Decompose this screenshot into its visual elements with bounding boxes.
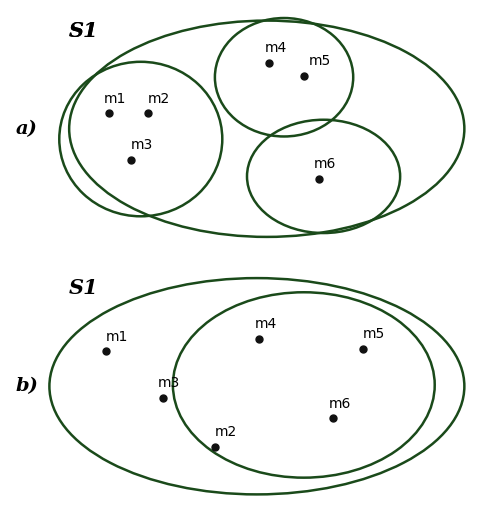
Text: m6: m6 (329, 397, 351, 411)
Text: m5: m5 (363, 327, 385, 341)
Text: m6: m6 (314, 157, 336, 171)
Text: m4: m4 (264, 41, 287, 55)
Text: m1: m1 (106, 330, 128, 344)
Text: a): a) (16, 120, 38, 138)
Text: m3: m3 (158, 376, 180, 390)
Text: S1: S1 (69, 279, 99, 298)
Text: S1: S1 (69, 21, 99, 41)
Text: b): b) (16, 377, 39, 395)
Text: m5: m5 (309, 54, 331, 68)
Text: S1: S1 (69, 21, 99, 41)
Text: m4: m4 (254, 317, 277, 331)
Text: m2: m2 (215, 425, 237, 439)
Text: m2: m2 (148, 92, 170, 106)
Text: m3: m3 (131, 138, 153, 152)
Text: m1: m1 (104, 92, 126, 106)
